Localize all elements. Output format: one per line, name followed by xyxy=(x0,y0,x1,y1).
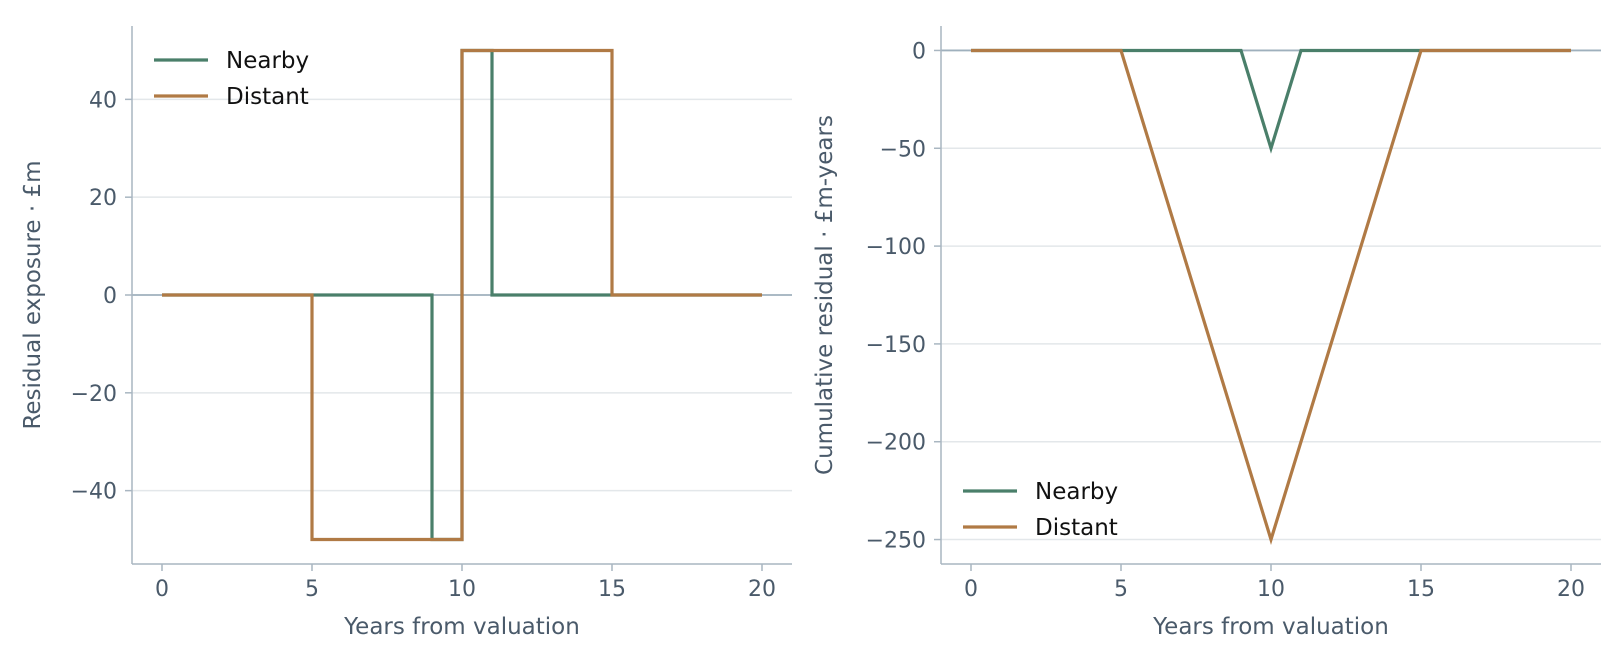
series-line-nearby xyxy=(971,48,1571,154)
y-tick-label: −150 xyxy=(866,333,926,358)
y-tick-label: −40 xyxy=(71,480,117,505)
x-tick-label: 0 xyxy=(155,577,169,602)
chart-panel-2: 0 5 10 15 20 −250 −200 −150 −100 −50 0 Years from v… xyxy=(812,26,1601,640)
legend-label-nearby: Nearby xyxy=(226,48,309,74)
legend-label-distant: Distant xyxy=(1035,515,1118,541)
x-tick-label: 5 xyxy=(1114,577,1128,602)
x-tick-label: 20 xyxy=(748,577,776,602)
y-axis-label: Residual exposure · £m xyxy=(20,160,46,429)
x-axis-label: Years from valuation xyxy=(343,614,580,640)
y-tick-label: −100 xyxy=(866,235,926,260)
x-tick-label: 15 xyxy=(598,577,626,602)
y-tick-label: 20 xyxy=(89,186,117,211)
y-tick-label: −20 xyxy=(71,382,117,407)
legend-label-distant: Distant xyxy=(226,84,309,110)
legend: Nearby Distant xyxy=(154,48,309,110)
chart-panel-1: 0 5 10 15 20 −40 −20 0 20 40 Years from valuation R… xyxy=(20,26,792,640)
y-tick-label: 40 xyxy=(89,88,117,113)
x-tick-label: 0 xyxy=(964,577,978,602)
y-tick-label: −250 xyxy=(866,529,926,554)
x-tick-label: 10 xyxy=(1257,577,1285,602)
legend-label-nearby: Nearby xyxy=(1035,479,1118,505)
series-line-distant xyxy=(971,48,1571,545)
y-tick-label: 0 xyxy=(912,39,926,64)
legend: Nearby Distant xyxy=(963,479,1118,541)
y-tick-label: 0 xyxy=(103,284,117,309)
x-tick-label: 20 xyxy=(1557,577,1585,602)
y-tick-label: −50 xyxy=(880,137,926,162)
x-axis-label: Years from valuation xyxy=(1152,614,1389,640)
series-line-distant xyxy=(162,48,762,542)
y-axis-label: Cumulative residual · £m-years xyxy=(812,115,838,475)
x-tick-label: 10 xyxy=(448,577,476,602)
y-tick-label: −200 xyxy=(866,431,926,456)
x-tick-label: 5 xyxy=(305,577,319,602)
x-tick-label: 15 xyxy=(1407,577,1435,602)
